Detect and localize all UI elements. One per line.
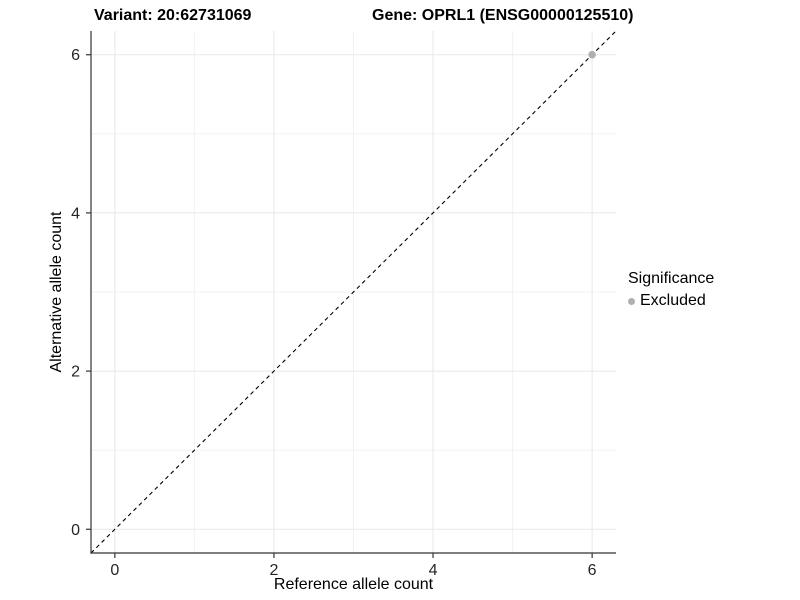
legend: Significance Excluded: [628, 270, 714, 310]
plot-title-gene: Gene: OPRL1 (ENSG00000125510): [372, 7, 634, 24]
x-tick-label: 2: [270, 562, 279, 579]
legend-excluded-dot-icon: [628, 297, 635, 305]
x-tick-label: 6: [588, 562, 597, 579]
x-tick-label: 4: [429, 562, 438, 579]
x-tick-label: 0: [110, 562, 119, 579]
identity-line: [90, 30, 617, 554]
legend-title: Significance: [628, 270, 715, 287]
y-tick-label: 6: [71, 47, 80, 64]
legend-item-label: Excluded: [640, 292, 706, 309]
y-tick-label: 2: [71, 364, 80, 381]
plot-title-variant: Variant: 20:62731069: [94, 7, 252, 24]
y-tick-label: 4: [71, 205, 80, 222]
y-tick-label: 0: [71, 522, 80, 539]
data-point-excluded: [588, 50, 596, 59]
legend-item-excluded: Excluded: [628, 292, 714, 310]
y-axis-title: Alternative allele count: [48, 211, 65, 373]
x-axis-title: Reference allele count: [273, 576, 434, 593]
